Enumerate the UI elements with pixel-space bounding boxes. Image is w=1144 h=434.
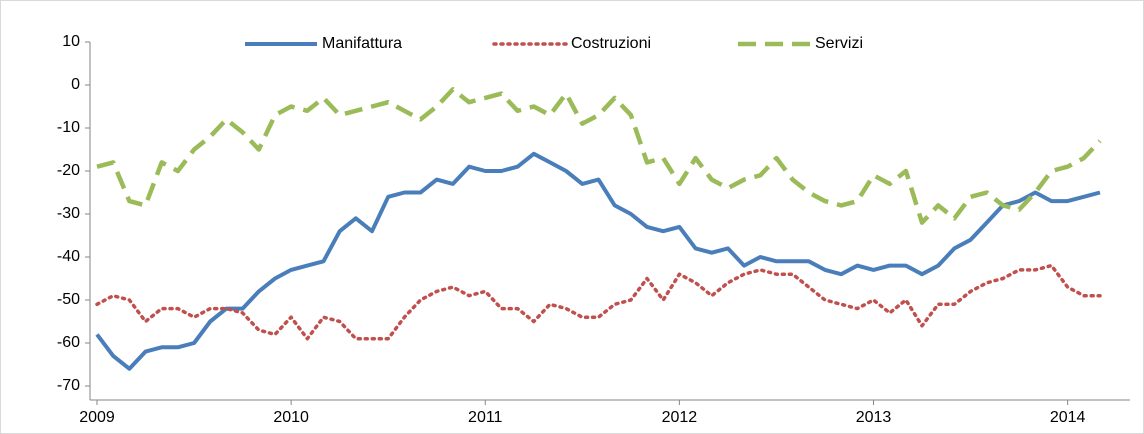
legend-label: Costruzioni: [571, 35, 651, 52]
y-tick-label: -60: [57, 334, 80, 351]
legend-label: Manifattura: [322, 35, 402, 52]
legend-label: Servizi: [815, 35, 863, 52]
y-tick-label: 0: [71, 76, 80, 93]
y-tick-label: -10: [57, 119, 80, 136]
x-tick-label: 2012: [662, 409, 698, 426]
y-tick-label: 10: [62, 33, 80, 50]
y-tick-label: -30: [57, 205, 80, 222]
series-line: [95, 263, 1102, 341]
y-tick-label: -70: [57, 377, 80, 394]
series-line: [95, 151, 1101, 371]
x-tick-label: 2013: [856, 409, 892, 426]
x-tick-label: 2014: [1050, 409, 1086, 426]
y-tick-label: -40: [57, 248, 80, 265]
y-tick-label: -50: [57, 291, 80, 308]
y-tick-label: -20: [57, 162, 80, 179]
x-tick-label: 2009: [79, 409, 115, 426]
x-tick-label: 2010: [273, 409, 309, 426]
x-tick-label: 2011: [468, 409, 503, 426]
